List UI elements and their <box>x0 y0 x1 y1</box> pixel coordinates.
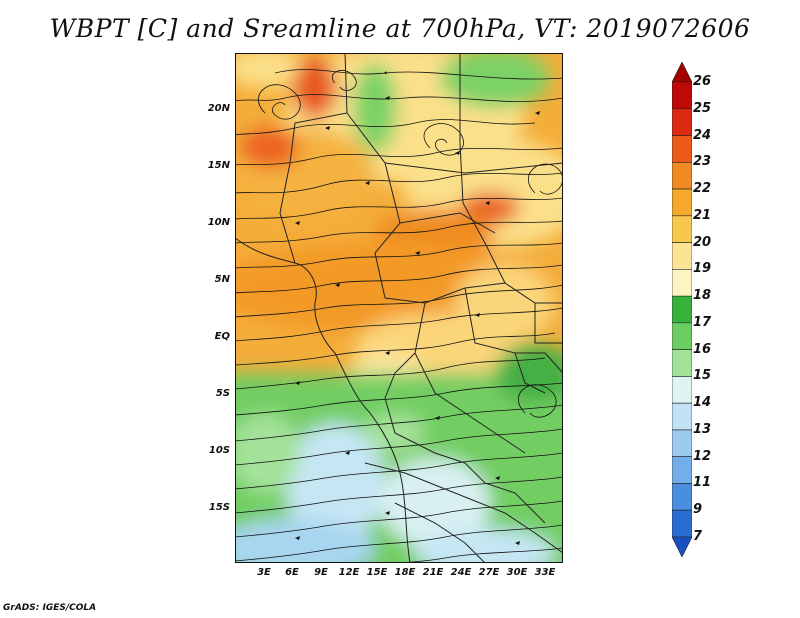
lat-label-5s: 5S <box>215 388 230 399</box>
streamlines <box>235 69 563 563</box>
colorbar-label: 13 <box>693 421 712 437</box>
lat-label-5n: 5N <box>214 274 230 285</box>
colorbar-label: 20 <box>693 234 712 250</box>
lon-label-21e: 21E <box>422 567 444 578</box>
colorbar-swatch <box>671 483 693 511</box>
colorbar-label: 21 <box>693 207 712 223</box>
colorbar-swatch <box>671 295 693 324</box>
colorbar-label: 16 <box>693 341 712 357</box>
wbpt-streamline-map <box>235 53 563 563</box>
colorbar-swatch <box>671 429 693 458</box>
colorbar-label: 12 <box>693 448 712 464</box>
lon-label-9e: 9E <box>314 567 328 578</box>
colorbar-swatch <box>671 81 693 110</box>
lon-label-33e: 33E <box>534 567 556 578</box>
grads-credit: GrADS: IGES/COLA <box>3 603 97 613</box>
lon-label-6e: 6E <box>285 567 299 578</box>
colorbar-graphic <box>671 61 693 558</box>
colorbar-label: 15 <box>693 368 712 384</box>
colorbar-swatch <box>671 108 693 136</box>
colorbar-swatch <box>671 349 693 377</box>
lon-label-24e: 24E <box>450 567 472 578</box>
colorbar-label: 9 <box>693 502 703 518</box>
colorbar-label: 24 <box>693 127 712 143</box>
lat-label-15n: 15N <box>207 160 230 171</box>
lon-label-3e: 3E <box>257 567 271 578</box>
colorbar <box>671 61 693 558</box>
colorbar-label: 19 <box>693 261 712 277</box>
colorbar-swatch <box>671 402 693 431</box>
colorbar-swatch <box>671 135 693 163</box>
lat-label-10n: 10N <box>207 217 230 228</box>
lat-label-15s: 15S <box>208 502 230 513</box>
colorbar-label: 25 <box>693 100 712 116</box>
colorbar-swatch <box>671 61 693 83</box>
lat-label-20n: 20N <box>207 103 230 114</box>
colorbar-swatch <box>671 161 693 190</box>
lon-label-18e: 18E <box>394 567 416 578</box>
lat-label-10s: 10S <box>208 445 230 456</box>
colorbar-swatch <box>671 322 693 350</box>
colorbar-label: 23 <box>693 154 712 170</box>
colorbar-swatch <box>671 242 693 270</box>
colorbar-label: 22 <box>693 181 712 197</box>
lon-label-30e: 30E <box>506 567 528 578</box>
colorbar-swatch <box>671 536 693 558</box>
colorbar-label: 14 <box>693 395 712 411</box>
colorbar-label: 26 <box>693 74 712 89</box>
lon-label-12e: 12E <box>338 567 360 578</box>
country-borders <box>235 53 563 563</box>
colorbar-label: 17 <box>693 314 712 330</box>
colorbar-swatch <box>671 456 693 484</box>
streamline-arrows <box>295 96 540 545</box>
colorbar-swatch <box>671 215 693 243</box>
lon-label-15e: 15E <box>366 567 388 578</box>
map-title: WBPT [C] and Sreamline at 700hPa, VT: 20… <box>49 14 751 43</box>
lon-label-27e: 27E <box>478 567 500 578</box>
colorbar-label: 11 <box>693 475 712 491</box>
colorbar-swatch <box>671 269 693 297</box>
colorbar-swatch <box>671 376 693 404</box>
map-panel <box>235 53 563 563</box>
colorbar-swatch <box>671 188 693 217</box>
lat-label-eq: EQ <box>214 331 230 342</box>
colorbar-label: 7 <box>693 529 703 544</box>
map-frame <box>235 53 563 563</box>
colorbar-label: 18 <box>693 288 712 304</box>
colorbar-swatch <box>671 509 693 538</box>
